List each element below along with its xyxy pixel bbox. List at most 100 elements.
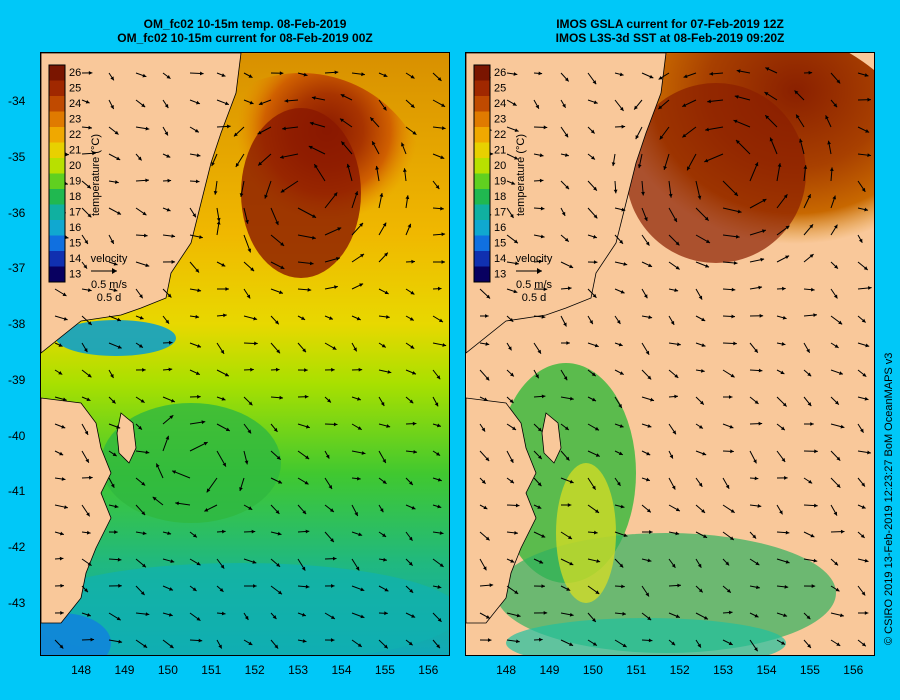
left-title-line2: OM_fc02 10-15m current for 08-Feb-2019 0… <box>117 31 373 45</box>
current-vector-head <box>810 533 815 538</box>
lat-tick-label: -38 <box>8 317 26 332</box>
current-vector-head <box>861 505 866 509</box>
colorbar-swatch <box>49 266 65 282</box>
current-vector-head <box>647 616 652 621</box>
current-vector-head <box>649 530 653 534</box>
left-title-line1: OM_fc02 10-15m temp. 08-Feb-2019 <box>143 17 347 31</box>
current-vector-head <box>142 73 147 78</box>
current-vector-head <box>235 162 240 167</box>
colorbar-tick-label: 24 <box>69 98 81 110</box>
current-vector-head <box>168 612 173 617</box>
current-vector-head <box>332 556 337 561</box>
current-vector-head <box>589 320 593 325</box>
current-vector-head <box>567 503 572 507</box>
current-vector-head <box>86 612 91 617</box>
current-vector-head <box>698 588 703 593</box>
colorbar-tick-label: 14 <box>69 253 81 265</box>
current-vector-head <box>808 479 813 484</box>
current-vector-head <box>116 317 121 322</box>
current-vector-head <box>705 127 709 132</box>
current-vector-head <box>565 185 570 190</box>
colorbar-tick-label: 16 <box>494 222 506 234</box>
current-vector-head <box>863 266 868 271</box>
current-vector-head <box>361 72 365 77</box>
current-vector-head <box>86 530 91 535</box>
current-vector-head <box>197 344 201 348</box>
current-vector-head <box>543 125 548 130</box>
current-vector-head <box>221 263 226 267</box>
current-vector-head <box>353 347 357 352</box>
current-vector-head <box>483 566 487 571</box>
lon-tick-label: 149 <box>539 663 560 677</box>
current-vector-head <box>709 71 714 76</box>
current-vector-head <box>401 142 405 147</box>
current-vector-head <box>867 97 871 102</box>
current-vector-head <box>481 427 486 432</box>
current-vector-head <box>641 191 645 196</box>
colorbar-swatch <box>474 96 490 112</box>
current-vector-head <box>541 394 546 399</box>
current-vector-head <box>253 584 257 588</box>
current-vector-head <box>754 400 759 404</box>
current-vector-head <box>535 104 539 109</box>
current-vector-head <box>116 616 121 621</box>
current-vector-head <box>65 152 69 157</box>
current-vector-head <box>370 117 375 122</box>
current-vector-head <box>301 316 306 320</box>
current-vector-head <box>436 452 441 456</box>
current-vector-head <box>594 426 599 431</box>
current-vector-head <box>725 561 730 566</box>
current-vector-head <box>647 558 652 563</box>
current-vector-head <box>442 343 447 347</box>
current-vector-head <box>225 287 229 291</box>
current-vector-head <box>621 124 626 129</box>
current-vector-head <box>437 286 442 291</box>
current-vector-head <box>764 92 769 96</box>
current-vector-head <box>489 151 494 156</box>
current-vector-head <box>537 505 542 509</box>
current-vector-head <box>213 190 218 195</box>
current-vector-head <box>781 641 786 645</box>
current-vector-head <box>304 394 309 399</box>
colorbar-tick-label: 26 <box>494 67 506 79</box>
current-vector-head <box>86 397 91 401</box>
colorbar-tick-label: 18 <box>494 191 506 203</box>
current-vector-head <box>833 294 838 299</box>
current-vector-head <box>618 451 623 456</box>
current-vector-head <box>675 531 680 536</box>
current-vector-head <box>511 181 516 185</box>
current-vector-head <box>250 267 255 272</box>
current-vector-head <box>139 315 144 320</box>
colorbar-tick-label: 25 <box>494 83 506 95</box>
current-vector-head <box>803 165 808 169</box>
current-vector-head <box>481 479 486 484</box>
current-vector-head <box>144 233 148 238</box>
current-vector-head <box>780 426 785 431</box>
current-vector-head <box>643 294 648 299</box>
current-vector-head <box>273 427 278 432</box>
colorbar-swatch <box>49 142 65 158</box>
current-vector-head <box>168 367 173 372</box>
left-velocity-arrow-icon <box>91 268 117 274</box>
current-vector-head <box>248 401 253 406</box>
current-vector-head <box>165 319 170 324</box>
current-vector-head <box>730 509 735 513</box>
current-vector-head <box>280 242 285 246</box>
current-vector-head <box>569 264 574 269</box>
current-vector-head <box>595 509 600 513</box>
right-current-vectors <box>479 67 872 652</box>
current-vector-head <box>644 217 648 222</box>
right-colorbar: 26 25 24 23 22 21 20 19 18 17 16 15 14 13 temperature… <box>473 64 527 283</box>
current-vector-head <box>699 400 704 405</box>
current-vector-head <box>543 610 548 615</box>
current-vector-head <box>145 178 149 183</box>
current-vector-head <box>754 647 758 652</box>
current-vector-head <box>510 559 515 563</box>
current-vector-head <box>312 214 317 218</box>
current-vector-head <box>239 193 244 197</box>
current-vector-head <box>785 255 790 260</box>
current-vector-head <box>513 72 518 76</box>
current-vector-head <box>248 74 253 78</box>
current-vector-head <box>402 168 407 172</box>
current-vector-head <box>384 252 388 257</box>
